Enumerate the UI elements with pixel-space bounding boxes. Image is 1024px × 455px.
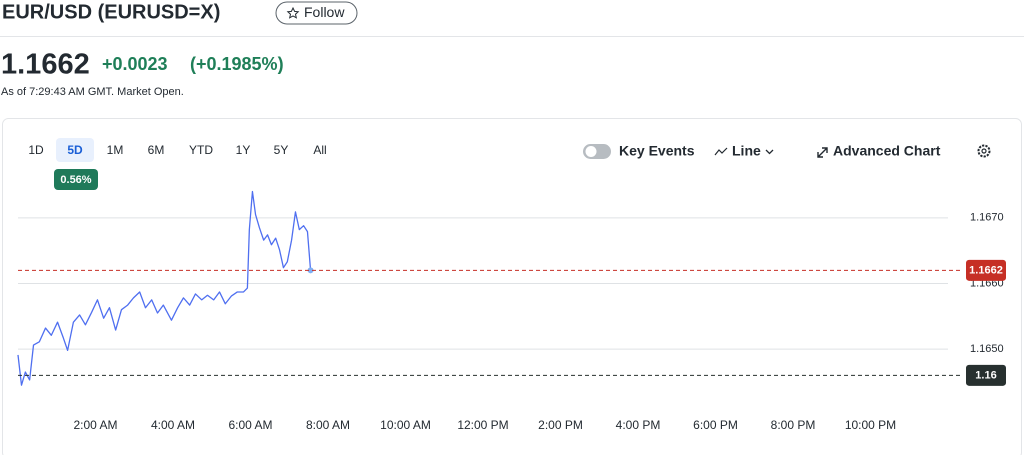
chart-type[interactable]: Line — [732, 143, 761, 159]
price-line — [17, 190, 312, 386]
reference-label: 1.16 — [975, 370, 996, 382]
x-tick-label: 6:00 AM — [228, 418, 272, 432]
x-tick-label: 6:00 PM — [693, 418, 738, 432]
key-events-label[interactable]: Key Events — [619, 143, 695, 159]
range-tab[interactable]: 1M — [107, 143, 124, 157]
x-tick-label: 2:00 PM — [538, 418, 583, 432]
price-change-percent: (+0.1985%) — [190, 54, 284, 74]
range-tab[interactable]: 6M — [148, 143, 165, 157]
price-change: +0.0023 — [102, 54, 168, 74]
x-tick-label: 8:00 AM — [306, 418, 350, 432]
range-change-badge — [54, 169, 98, 190]
range-tab[interactable]: YTD — [189, 143, 213, 157]
range-tab[interactable]: 1Y — [236, 143, 251, 157]
reference-badge — [966, 259, 1006, 281]
chart-card — [2, 118, 1022, 455]
chevron-icon — [765, 149, 774, 155]
x-tick-label: 10:00 PM — [845, 418, 896, 432]
x-tick-label: 12:00 PM — [457, 418, 508, 432]
y-tick-label: 1.1650 — [970, 343, 1004, 355]
y-tick-label: 1.1670 — [970, 212, 1004, 224]
settings-icon-center — [981, 148, 987, 154]
x-tick-label: 10:00 AM — [380, 418, 431, 432]
timestamp: As of 7:29:43 AM GMT. Market Open. — [1, 86, 184, 98]
range-tab[interactable]: 5Y — [274, 143, 289, 157]
expand-icon — [817, 147, 828, 158]
range-change: 0.56% — [60, 174, 91, 186]
range-tab[interactable]: 1D — [28, 143, 44, 157]
price: 1.1662 — [1, 49, 90, 81]
follow-button[interactable] — [275, 1, 358, 25]
line-icon — [714, 147, 728, 156]
x-tick-label: 2:00 AM — [73, 418, 117, 432]
range-tabs: 1D 5D 1M 6M YTD 1Y 5Y All — [28, 138, 327, 162]
x-tick-label: 4:00 PM — [616, 418, 661, 432]
last-point — [307, 267, 314, 274]
reference-badge — [966, 364, 1006, 386]
x-tick-label: 4:00 AM — [151, 418, 195, 432]
range-tab[interactable]: All — [313, 143, 326, 157]
advanced-chart[interactable]: Advanced Chart — [833, 143, 941, 159]
reference-label: 1.1662 — [969, 265, 1003, 277]
star-icon — [286, 6, 300, 19]
toggle-knob — [585, 146, 597, 157]
range-tab[interactable]: 5D — [67, 143, 83, 157]
follow-label: Follow — [304, 4, 345, 20]
settings-icon[interactable] — [977, 144, 991, 158]
selected-tab-bg — [56, 138, 94, 162]
x-tick-label: 8:00 PM — [771, 418, 816, 432]
title: EUR/USD (EURUSD=X) — [2, 1, 220, 23]
